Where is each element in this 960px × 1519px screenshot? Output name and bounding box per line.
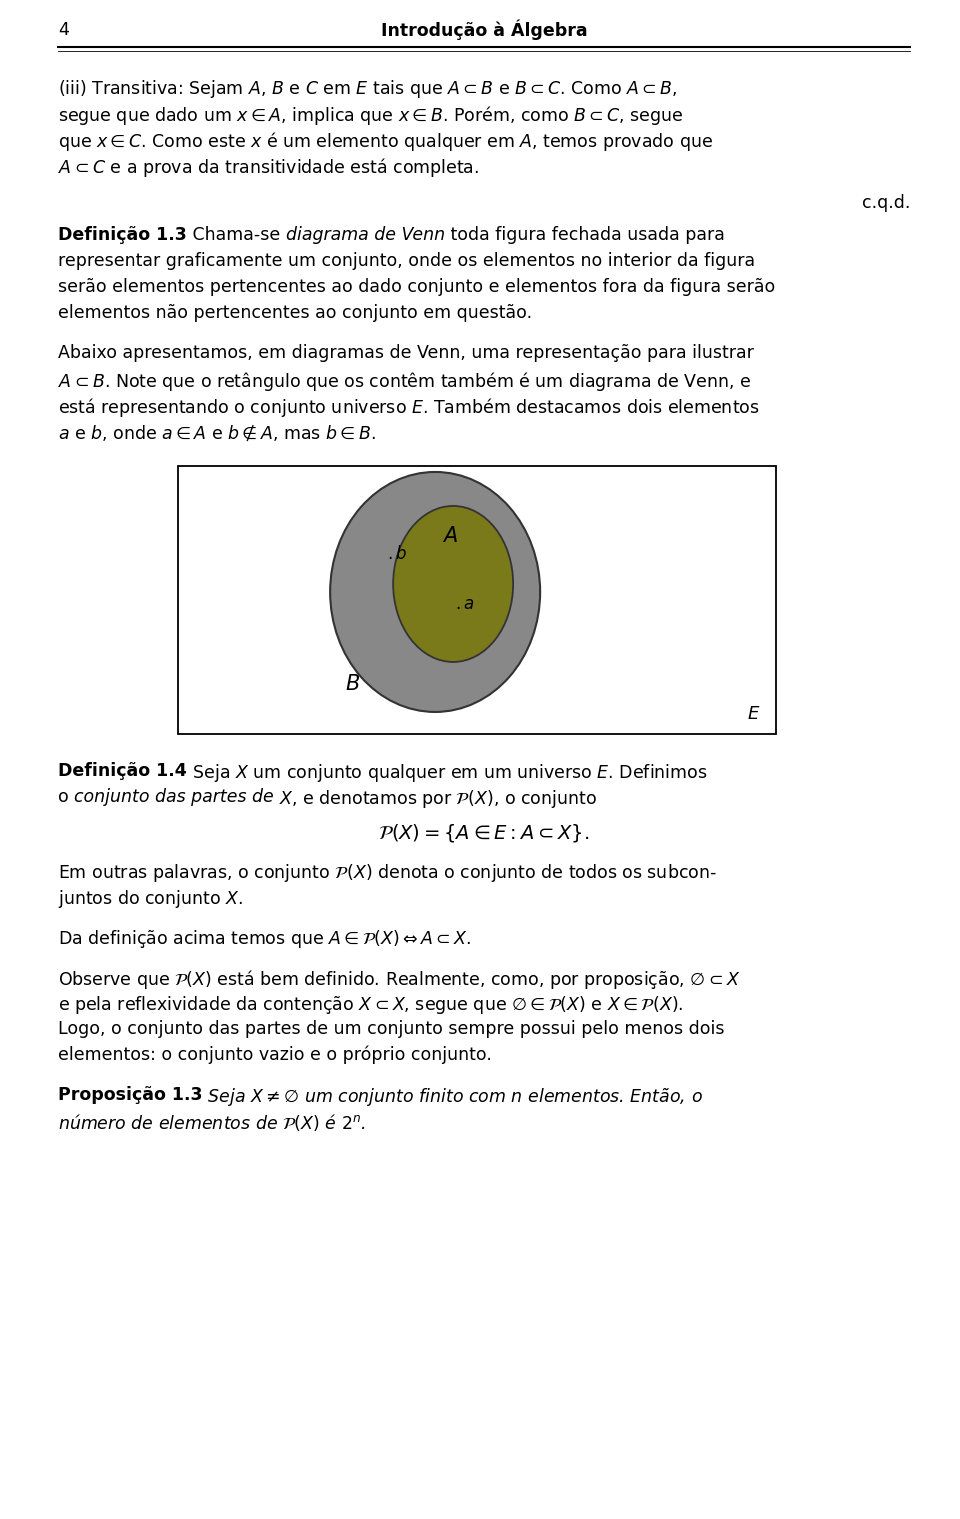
Bar (178, 466, 776, 734)
Text: elementos não pertencentes ao conjunto em questão.: elementos não pertencentes ao conjunto e… (58, 304, 532, 322)
Text: $X$, e denotamos por $\mathcal{P}(X)$, o conjunto: $X$, e denotamos por $\mathcal{P}(X)$, o… (274, 788, 597, 810)
Text: $a$ e $b$, onde $a \in A$ e $b \notin A$, mas $b \in B$.: $a$ e $b$, onde $a \in A$ e $b \notin A$… (58, 422, 376, 442)
Text: $E$: $E$ (747, 705, 760, 723)
Text: $.a$: $.a$ (455, 595, 475, 614)
Ellipse shape (330, 472, 540, 712)
Text: está representando o conjunto universo $E$. Também destacamos dois elementos: está representando o conjunto universo $… (58, 396, 759, 419)
Text: segue que dado um $x \in A$, implica que $x \in B$. Porém, como $B \subset C$, s: segue que dado um $x \in A$, implica que… (58, 103, 684, 128)
Text: c.q.d.: c.q.d. (862, 194, 910, 213)
Text: e pela reflexividade da contenção $X \subset X$, segue que $\emptyset \in \mathc: e pela reflexividade da contenção $X \su… (58, 993, 684, 1016)
Text: (iii) Transitiva: Sejam $A$, $B$ e $C$ em $E$ tais que $A \subset B$ e $B \subse: (iii) Transitiva: Sejam $A$, $B$ e $C$ e… (58, 77, 678, 100)
Text: Abaixo apresentamos, em diagramas de Venn, uma representação para ilustrar: Abaixo apresentamos, em diagramas de Ven… (58, 343, 754, 362)
Text: o: o (58, 788, 74, 807)
Ellipse shape (394, 506, 514, 662)
Text: Definição 1.3: Definição 1.3 (58, 226, 187, 245)
Text: $A$: $A$ (443, 526, 458, 545)
Text: diagrama de Venn: diagrama de Venn (285, 226, 444, 245)
Text: Seja $X \neq \emptyset$ um conjunto finito com $n$ elementos. Então, o: Seja $X \neq \emptyset$ um conjunto fini… (203, 1086, 704, 1107)
Text: Introdução à Álgebra: Introdução à Álgebra (381, 20, 588, 39)
Text: representar graficamente um conjunto, onde os elementos no interior da figura: representar graficamente um conjunto, on… (58, 252, 756, 270)
Text: conjunto das partes de: conjunto das partes de (74, 788, 274, 807)
Text: Definição 1.4: Definição 1.4 (58, 763, 187, 779)
Text: Chama-se: Chama-se (187, 226, 285, 245)
Text: número de elementos de $\mathcal{P}(X)$ é $2^n$.: número de elementos de $\mathcal{P}(X)$ … (58, 1112, 366, 1133)
Text: toda figura fechada usada para: toda figura fechada usada para (444, 226, 725, 245)
Text: $\mathcal{P}(X) = \{A \in E : A \subset X\}.$: $\mathcal{P}(X) = \{A \in E : A \subset … (378, 822, 589, 845)
Text: elementos: o conjunto vazio e o próprio conjunto.: elementos: o conjunto vazio e o próprio … (58, 1047, 492, 1065)
Text: Observe que $\mathcal{P}(X)$ está bem definido. Realmente, como, por proposição,: Observe que $\mathcal{P}(X)$ está bem de… (58, 968, 740, 990)
Text: que $x \in C$. Como este $x$ é um elemento qualquer em $A$, temos provado que: que $x \in C$. Como este $x$ é um elemen… (58, 131, 713, 153)
Text: $.b$: $.b$ (387, 545, 407, 564)
Text: $B$: $B$ (345, 674, 360, 694)
Text: Em outras palavras, o conjunto $\mathcal{P}(X)$ denota o conjunto de todos os su: Em outras palavras, o conjunto $\mathcal… (58, 861, 717, 884)
Text: $A \subset C$ e a prova da transitividade está completa.: $A \subset C$ e a prova da transitividad… (58, 156, 479, 179)
Text: Da definição acima temos que $A \in \mathcal{P}(X) \Leftrightarrow A \subset X$.: Da definição acima temos que $A \in \mat… (58, 928, 471, 949)
Text: juntos do conjunto $X$.: juntos do conjunto $X$. (58, 889, 243, 910)
Text: $A \subset B$. Note que o retângulo que os contêm também é um diagrama de Venn, : $A \subset B$. Note que o retângulo que … (58, 371, 752, 393)
Text: Seja $X$ um conjunto qualquer em um universo $E$. Definimos: Seja $X$ um conjunto qualquer em um univ… (187, 763, 708, 784)
Text: Logo, o conjunto das partes de um conjunto sempre possui pelo menos dois: Logo, o conjunto das partes de um conjun… (58, 1019, 725, 1037)
Text: Proposição 1.3: Proposição 1.3 (58, 1086, 203, 1104)
Text: serão elementos pertencentes ao dado conjunto e elementos fora da figura serão: serão elementos pertencentes ao dado con… (58, 278, 776, 296)
Text: 4: 4 (58, 21, 69, 39)
